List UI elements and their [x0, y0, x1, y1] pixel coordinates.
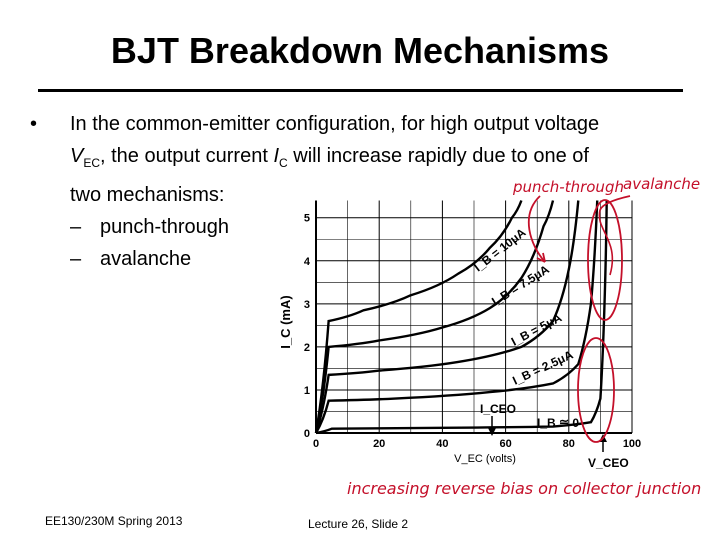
sub-item-avalanche: – avalanche — [30, 243, 700, 275]
y-tick-label: 4 — [304, 256, 311, 268]
series-line-3 — [314, 200, 599, 434]
series-line-1 — [314, 200, 555, 434]
var-v: V — [70, 145, 84, 167]
var-i: I — [273, 145, 280, 167]
x-tick-label: 20 — [373, 438, 385, 450]
curve-label-ib-7-5: I_B = 7.5μA — [489, 262, 552, 309]
series-line-4 — [315, 200, 608, 435]
footer-course: EE130/230M Spring 2013 — [45, 514, 183, 528]
annotation-arrow-punch — [527, 195, 546, 263]
var-i-sub: C — [279, 156, 288, 170]
bullet-list: • In the common-emitter configuration, f… — [30, 108, 700, 275]
sub-item-label: avalanche — [100, 248, 192, 270]
sub-item-label: punch-through — [100, 216, 229, 238]
vceo-label: V_CEO — [588, 456, 629, 470]
y-tick-label: 3 — [304, 299, 310, 311]
y-tick-label: 2 — [304, 342, 310, 354]
chart-curves — [314, 200, 608, 435]
annotation-punch-through: punch-through — [512, 178, 624, 196]
annotation-reverse-bias: increasing reverse bias on collector jun… — [347, 479, 701, 498]
slide-title: BJT Breakdown Mechanisms — [110, 30, 610, 71]
handwritten-annotations: punch-through avalanche increasing rever… — [347, 175, 701, 498]
bullet-text-2: , the output current — [100, 145, 274, 167]
y-tick-label: 5 — [304, 213, 310, 225]
curve-label-ib-5: I_B = 5μA — [509, 310, 564, 348]
bullet-text-3: will increase rapidly due to one of — [287, 145, 589, 167]
chart-ticks: 0 20 40 60 80 100 0 1 2 3 4 5 — [304, 213, 641, 450]
sub-item-punch-through: – punch-through — [30, 211, 700, 243]
x-tick-label: 0 — [313, 438, 319, 450]
dash: – — [70, 248, 82, 270]
series-line-0 — [314, 200, 523, 434]
curve-label-ib-10: I_B = 10μA — [471, 225, 529, 274]
var-v-sub: EC — [83, 156, 101, 170]
curve-label-ib-0: I_B ≅ 0 — [537, 416, 579, 430]
annotation-link — [598, 209, 614, 276]
y-tick-label: 1 — [304, 385, 310, 397]
iceo-arrowhead — [488, 428, 496, 436]
chart-grid — [315, 200, 633, 434]
title-divider — [38, 89, 683, 92]
bullet-dot: • — [30, 113, 38, 135]
x-tick-label: 80 — [563, 438, 575, 450]
dash: – — [70, 216, 82, 238]
series-line-2 — [314, 200, 580, 434]
y-axis-label: I_C (mA) — [278, 295, 293, 348]
bullet-text-1: In the common-emitter configuration, for… — [70, 113, 600, 135]
y-tick-label: 0 — [304, 428, 310, 440]
x-tick-label: 40 — [436, 438, 448, 450]
annotation-arrow-avalanche — [599, 195, 631, 211]
bullet-main: • In the common-emitter configuration, f… — [30, 108, 700, 211]
iceo-label: I_CEO — [480, 402, 516, 416]
bullet-text-4: two mechanisms: — [70, 184, 225, 206]
x-tick-label: 60 — [499, 438, 511, 450]
annotation-loop-top — [587, 199, 623, 321]
x-tick-label: 100 — [623, 438, 641, 450]
footer-slide-number: Lecture 26, Slide 2 — [308, 517, 409, 531]
annotation-arrowhead-punch — [536, 252, 546, 263]
x-axis-label: V_EC (volts) — [454, 453, 516, 465]
curve-label-ib-2-5: I_B = 2.5μA — [510, 347, 575, 387]
annotation-loop-bottom — [577, 337, 615, 443]
annotation-avalanche: avalanche — [623, 175, 700, 193]
